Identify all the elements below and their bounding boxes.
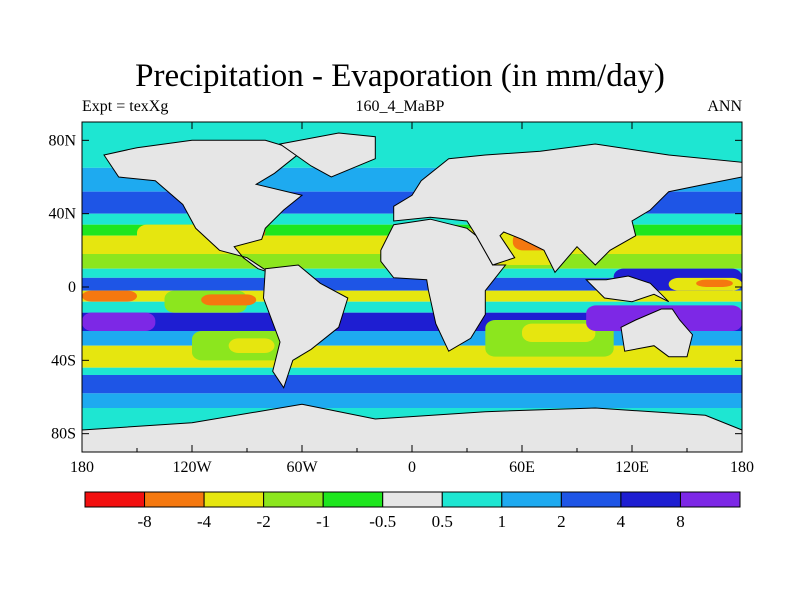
pe-band-8 — [82, 277, 742, 291]
colorbar-swatch-5 — [382, 491, 443, 508]
y-tick-label: 40N — [48, 206, 76, 223]
colorbar-swatch-2 — [203, 491, 265, 508]
colorbar-label: -4 — [197, 512, 212, 531]
colorbar-label: 4 — [617, 512, 626, 531]
x-tick-label: 60W — [286, 459, 318, 476]
x-tick-label: 60E — [509, 459, 535, 476]
colorbar-swatch-3 — [263, 491, 324, 508]
pe-patch-5 — [228, 338, 275, 353]
pe-patch-15 — [82, 312, 156, 331]
colorbar-swatch-4 — [322, 491, 384, 508]
colorbar-label: -0.5 — [369, 512, 396, 531]
x-tick-label: 180 — [70, 459, 94, 476]
colorbar-label: 1 — [498, 512, 507, 531]
pe-band-10 — [82, 301, 742, 313]
colorbar-swatch-6 — [441, 491, 503, 508]
y-tick-label: 0 — [68, 279, 76, 296]
pe-patch-3 — [201, 294, 257, 306]
colorbar-swatch-1 — [144, 491, 205, 508]
pe-patch-6 — [82, 290, 137, 302]
pe-band-13 — [82, 345, 742, 368]
land-indonesia — [584, 275, 670, 303]
colorbar-swatch-10 — [679, 491, 741, 508]
pe-band-16 — [82, 393, 742, 408]
pe-band-14 — [82, 367, 742, 375]
colorbar-swatch-8 — [560, 491, 622, 508]
x-tick-label: 180 — [730, 459, 754, 476]
period-label: 160_4_MaBP — [355, 98, 445, 115]
y-tick-label: 80S — [51, 426, 76, 443]
colorbar-label: 8 — [676, 512, 685, 531]
x-tick-label: 120W — [172, 459, 212, 476]
pe-band-9 — [82, 290, 742, 302]
colorbar-label: -8 — [137, 512, 151, 531]
experiment-label: Expt = texXg — [82, 98, 169, 115]
chart-title: Precipitation - Evaporation (in mm/day) — [135, 58, 665, 94]
colorbar-swatch-9 — [620, 491, 681, 508]
pe-patch-14 — [696, 279, 733, 287]
x-tick-label: 0 — [408, 459, 416, 476]
colorbar-label: 0.5 — [432, 512, 453, 531]
colorbar-label: 2 — [557, 512, 566, 531]
colorbar-swatch-7 — [501, 491, 562, 508]
land-africa — [380, 218, 507, 352]
y-tick-label: 40S — [51, 352, 76, 369]
pe-patch-10 — [522, 323, 596, 342]
pe-band-15 — [82, 375, 742, 394]
land-greenland — [278, 132, 376, 178]
land-eurasia — [393, 143, 743, 274]
x-tick-label: 120E — [615, 459, 649, 476]
season-label: ANN — [707, 98, 742, 115]
colorbar-label: -1 — [316, 512, 330, 531]
land-australia — [620, 308, 694, 358]
colorbar-label: -2 — [257, 512, 271, 531]
colorbar-swatch-0 — [84, 491, 146, 508]
y-tick-label: 80N — [48, 132, 76, 149]
land-south-america — [262, 264, 349, 389]
